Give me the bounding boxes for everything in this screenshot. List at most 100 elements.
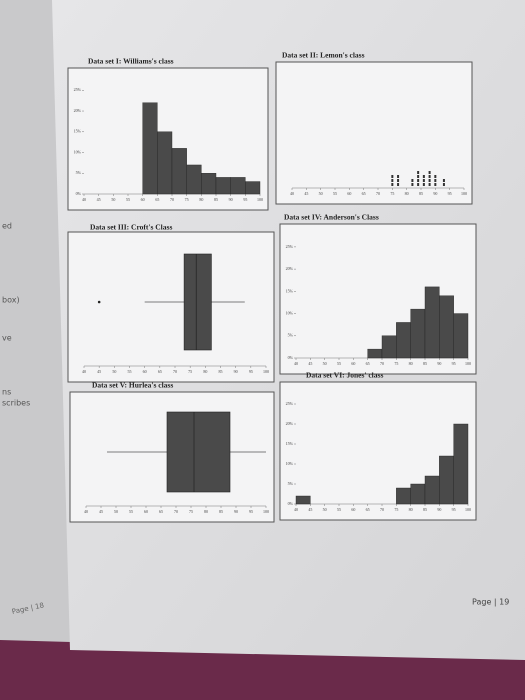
x-tick-label: 90 [437,507,441,512]
x-tick-label: 95 [249,369,253,374]
x-tick-label: 95 [249,509,253,514]
x-tick-label: 50 [112,369,116,374]
chart: Data set VI: Jones' class 40 45 50 55 60 65 70 7… [279,371,477,521]
x-tick-label: 55 [337,361,341,366]
dot [391,183,394,186]
y-tick-label: 25% [286,244,294,249]
y-tick-label: 5% [288,481,294,486]
x-tick-label: 80 [203,369,207,374]
x-tick-label: 60 [144,509,148,514]
bar [142,102,158,195]
x-tick-label: 80 [199,197,203,202]
x-tick-label: 95 [448,191,452,196]
page-number: Page | 19 [472,598,509,607]
x-tick-label: 85 [219,369,223,374]
dot [428,175,431,178]
x-tick-label: 50 [111,197,115,202]
x-tick-label: 50 [323,361,327,366]
dot-stack [434,175,437,186]
x-tick-label: 75 [188,369,192,374]
x-tick-label: 75 [189,509,193,514]
dot [422,179,425,182]
dot [428,171,431,174]
x-tick-label: 90 [433,191,437,196]
x-tick-label: 40 [84,509,88,514]
dot [422,183,425,186]
y-tick-label: 5% [76,170,82,175]
bar [295,495,311,505]
x-tick-label: 60 [143,369,147,374]
y-tick-label: 15% [286,441,294,446]
box [183,253,212,351]
bar [439,455,454,505]
chart-title: Data set I: Williams's class [88,57,174,66]
dot [417,183,420,186]
x-tick-label: 85 [219,509,223,514]
x-tick-label: 100 [465,361,471,366]
x-tick-label: 45 [99,509,103,514]
dot [434,179,437,182]
chart: Data set I: Williams's class 40 45 50 55 60 65… [67,57,269,211]
x-tick-label: 85 [423,507,427,512]
x-tick-label: 45 [308,507,312,512]
x-tick-label: 45 [308,361,312,366]
x-tick-label: 65 [155,197,159,202]
x-tick-label: 75 [185,197,189,202]
x-tick-label: 70 [380,361,384,366]
x-tick-label: 70 [174,509,178,514]
x-tick-label: 75 [390,191,394,196]
y-tick-label: 25% [74,87,82,92]
x-tick-label: 80 [405,191,409,196]
x-tick-label: 100 [263,369,269,374]
fragment: ed [2,222,12,231]
x-tick-label: 70 [376,191,380,196]
x-tick-label: 60 [351,507,355,512]
dot-stack [391,175,394,186]
bar [424,286,440,359]
x-tick-label: 95 [243,197,247,202]
x-tick-label: 65 [366,507,370,512]
chart: Data set IV: Anderson's Class 40 45 50 55 60 6… [279,213,477,375]
dot-stack [417,171,420,186]
dot [411,179,414,182]
x-tick-label: 65 [158,369,162,374]
dot [428,183,431,186]
dot [391,179,394,182]
x-tick-label: 45 [97,197,101,202]
chart-title: Data set IV: Anderson's Class [284,213,379,222]
dot [417,171,420,174]
dot-stack [428,171,431,186]
y-tick-label: 15% [286,288,294,293]
bar [245,181,261,195]
y-tick-label: 0% [288,501,294,506]
bar [424,475,440,505]
dot-stack [422,175,425,186]
bar [410,483,426,505]
dot-stack [411,179,414,186]
y-tick-label: 5% [288,333,294,338]
x-tick-label: 75 [394,507,398,512]
x-tick-label: 85 [423,361,427,366]
x-tick-label: 55 [129,509,133,514]
bar [171,148,187,195]
fragment: scribes [2,399,30,408]
dot [411,183,414,186]
chart-title: Data set V: Hurlea's class [92,381,173,390]
x-tick-label: 100 [257,197,263,202]
x-tick-label: 100 [263,509,269,514]
x-tick-label: 60 [347,191,351,196]
y-tick-label: 20% [286,421,294,426]
x-tick-label: 50 [323,507,327,512]
y-tick-label: 20% [286,266,294,271]
x-tick-label: 90 [234,509,238,514]
x-tick-label: 40 [290,191,294,196]
bar [439,295,454,359]
x-tick-label: 45 [304,191,308,196]
bar [215,177,231,195]
chart-frame [67,231,275,383]
x-tick-label: 40 [294,507,298,512]
x-tick-label: 70 [170,197,174,202]
dot [434,175,437,178]
bar [230,177,246,195]
